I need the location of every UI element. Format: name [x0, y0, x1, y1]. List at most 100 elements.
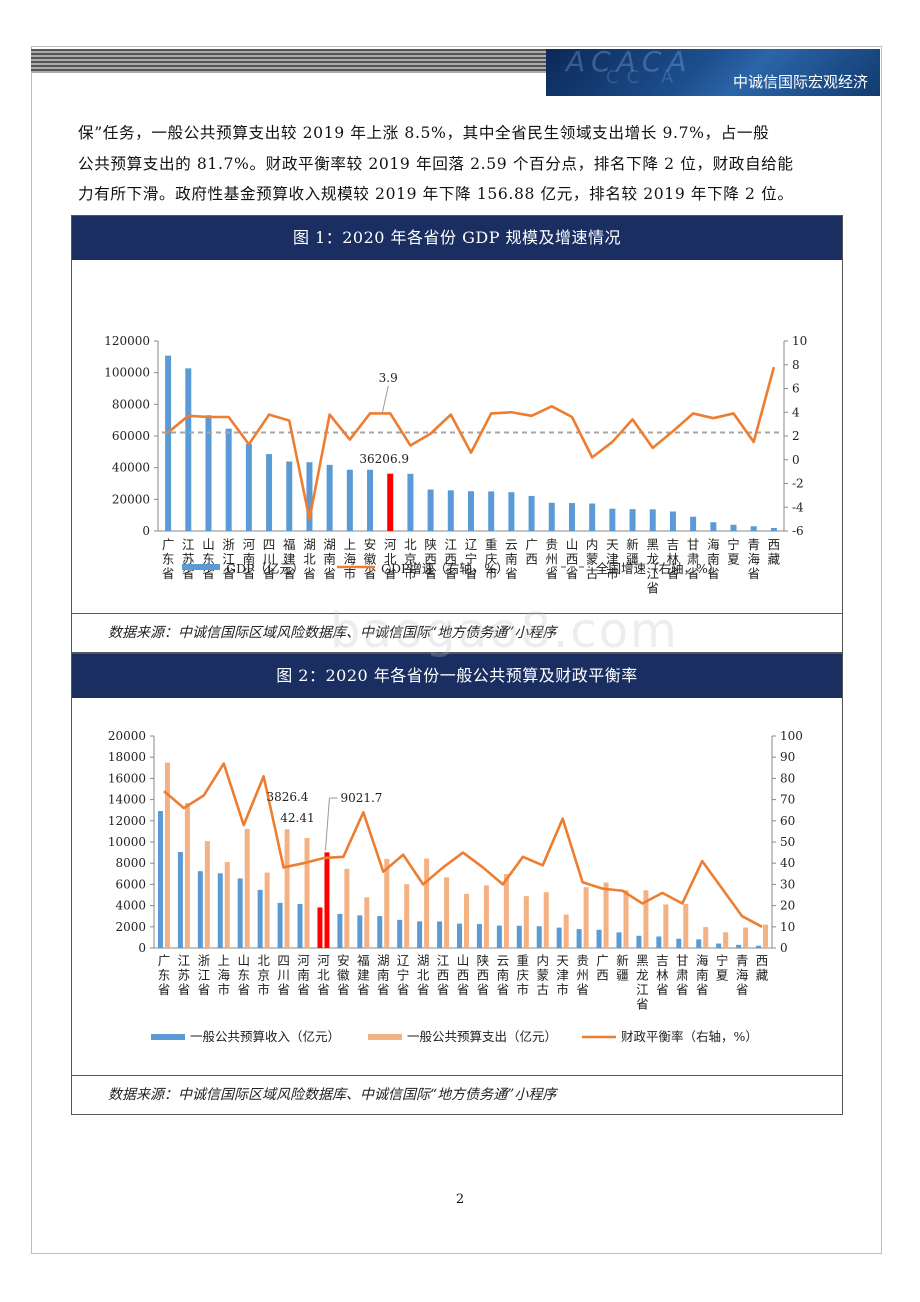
- category-label: 浙江省: [222, 537, 235, 581]
- header-brand-label: 中诚信国际宏观经济: [732, 73, 868, 91]
- bar-a-13: [417, 921, 423, 948]
- category-label: 内蒙古: [536, 953, 549, 997]
- figure-2-source: 数据来源：中诚信国际区域风险数据库、中诚信国际“地方债务通”小程序: [72, 1075, 842, 1114]
- bar-b-15: [464, 893, 469, 948]
- line-series: [167, 366, 776, 521]
- bar-a-28: [716, 943, 722, 948]
- figure-2-title: 图 2：2020 年各省份一般公共预算及财政平衡率: [72, 654, 842, 698]
- legend-label-balance: 财政平衡率（右轴，%）: [621, 1029, 758, 1044]
- y-left-tick-label: 0: [138, 941, 146, 955]
- bar-b-20: [563, 914, 569, 948]
- category-label: 湖南省: [323, 537, 336, 581]
- category-label: 湖北省: [417, 953, 430, 997]
- bar-a-20: [556, 927, 562, 948]
- category-label: 甘肃省: [687, 537, 700, 581]
- y-left-tick-label: 40000: [112, 461, 150, 475]
- bar-a-25: [669, 511, 676, 531]
- bar-a-30: [770, 527, 777, 531]
- bar-a-19: [536, 926, 542, 948]
- y-right-tick-label: 0: [792, 453, 800, 467]
- bar-b-5: [264, 872, 270, 948]
- category-label: 浙江省: [198, 953, 211, 997]
- bar-b-12: [404, 884, 410, 948]
- bar-a-8: [317, 907, 323, 948]
- bar-b-27: [703, 927, 709, 948]
- bar-b-6: [284, 829, 290, 948]
- legend-label-national: 全国增速（右轴，%）: [596, 561, 720, 576]
- bar-b-14: [444, 877, 450, 948]
- bar-a-12: [407, 473, 414, 531]
- category-label: 广东省: [162, 537, 175, 581]
- bar-a-22: [609, 508, 616, 531]
- category-label: 福建省: [357, 953, 370, 997]
- header-deco-letters: ACACA: [566, 49, 693, 78]
- legend-swatch-revenue: [151, 1034, 185, 1040]
- category-label: 吉林省: [656, 953, 669, 997]
- page-number: 2: [455, 1192, 465, 1207]
- category-label: 江苏省: [182, 537, 195, 581]
- category-label: 河北省: [317, 953, 330, 997]
- annotation-revenue-value: 3826.4: [266, 790, 308, 804]
- category-label: 青海省: [736, 953, 749, 997]
- category-label: 云南省: [497, 953, 510, 997]
- category-label: 新疆: [616, 953, 629, 983]
- bar-a-19: [548, 502, 555, 531]
- bar-a-26: [676, 938, 682, 948]
- category-label: 江西省: [437, 953, 450, 997]
- category-label: 西藏: [768, 537, 781, 567]
- bar-b-0: [164, 762, 170, 948]
- bar-a-6: [286, 461, 293, 531]
- bar-b-29: [743, 927, 749, 948]
- header-deco-letters-2: CC A: [606, 67, 682, 88]
- bar-b-30: [763, 924, 769, 948]
- bar-a-4: [237, 878, 243, 948]
- bar-a-27: [710, 522, 717, 531]
- y-right-tick-label: 40: [780, 856, 795, 870]
- annotation-balance-value: 42.41: [280, 811, 314, 825]
- bar-b-8: [324, 852, 330, 948]
- bar-a-5: [257, 889, 263, 948]
- annotation-growth-value: 3.9: [379, 371, 398, 385]
- bar-a-17: [508, 492, 515, 531]
- y-right-tick-label: 4: [792, 405, 800, 419]
- bar-a-14: [447, 490, 454, 531]
- y-right-tick-label: 100: [780, 729, 803, 743]
- category-label: 广西: [596, 953, 609, 983]
- y-left-tick-label: 8000: [115, 856, 146, 870]
- category-label: 黑龙江省: [646, 537, 659, 596]
- category-label: 西藏: [756, 953, 769, 983]
- annotation-gdp-value: 36206.9: [359, 452, 409, 466]
- legend-label-growth: GDP增速（右轴，%）: [381, 561, 509, 576]
- y-right-tick-label: 50: [780, 835, 795, 849]
- y-right-tick-label: 0: [780, 941, 788, 955]
- figure-1-chart: 0 20000 40000 60000 80000 100000 120000 -6 -4 -2 0…: [72, 260, 842, 613]
- category-label: 江苏省: [178, 953, 191, 997]
- figure-1: 图 1：2020 年各省份 GDP 规模及增速情况 0 20000 40000 600…: [71, 215, 843, 653]
- y-left-tick-label: 0: [142, 524, 150, 538]
- bar-a-0: [165, 355, 172, 531]
- y-right-tick-label: -6: [792, 524, 804, 538]
- y-left-tick-label: 10000: [108, 835, 146, 849]
- bar-a-23: [629, 509, 636, 531]
- bar-b-7: [304, 838, 310, 948]
- bar-a-27: [696, 939, 702, 948]
- bar-a-16: [476, 924, 482, 948]
- bar-a-24: [649, 509, 656, 531]
- y-right-tick-label: 20: [780, 899, 795, 913]
- category-label: 广东省: [158, 953, 171, 997]
- budget-chart: 0 2000 4000 6000 8000 10000 12000 14000 16000 180…: [108, 729, 803, 1044]
- category-label: 内蒙古: [586, 537, 599, 581]
- legend-label-revenue: 一般公共预算收入（亿元）: [190, 1029, 340, 1044]
- category-label: 福建省: [283, 537, 296, 581]
- bar-a-28: [730, 524, 737, 531]
- y-left-tick-label: 100000: [104, 366, 150, 380]
- bar-b-9: [344, 868, 350, 948]
- y-right-tick-label: 80: [780, 771, 795, 785]
- bar-a-25: [656, 936, 662, 948]
- bar-b-17: [503, 874, 509, 948]
- bar-b-10: [364, 897, 370, 948]
- legend-swatch-gdp: [182, 564, 220, 570]
- bar-b-3: [224, 862, 230, 948]
- y-left-tick-label: 14000: [108, 793, 146, 807]
- category-label: 山东省: [202, 537, 215, 581]
